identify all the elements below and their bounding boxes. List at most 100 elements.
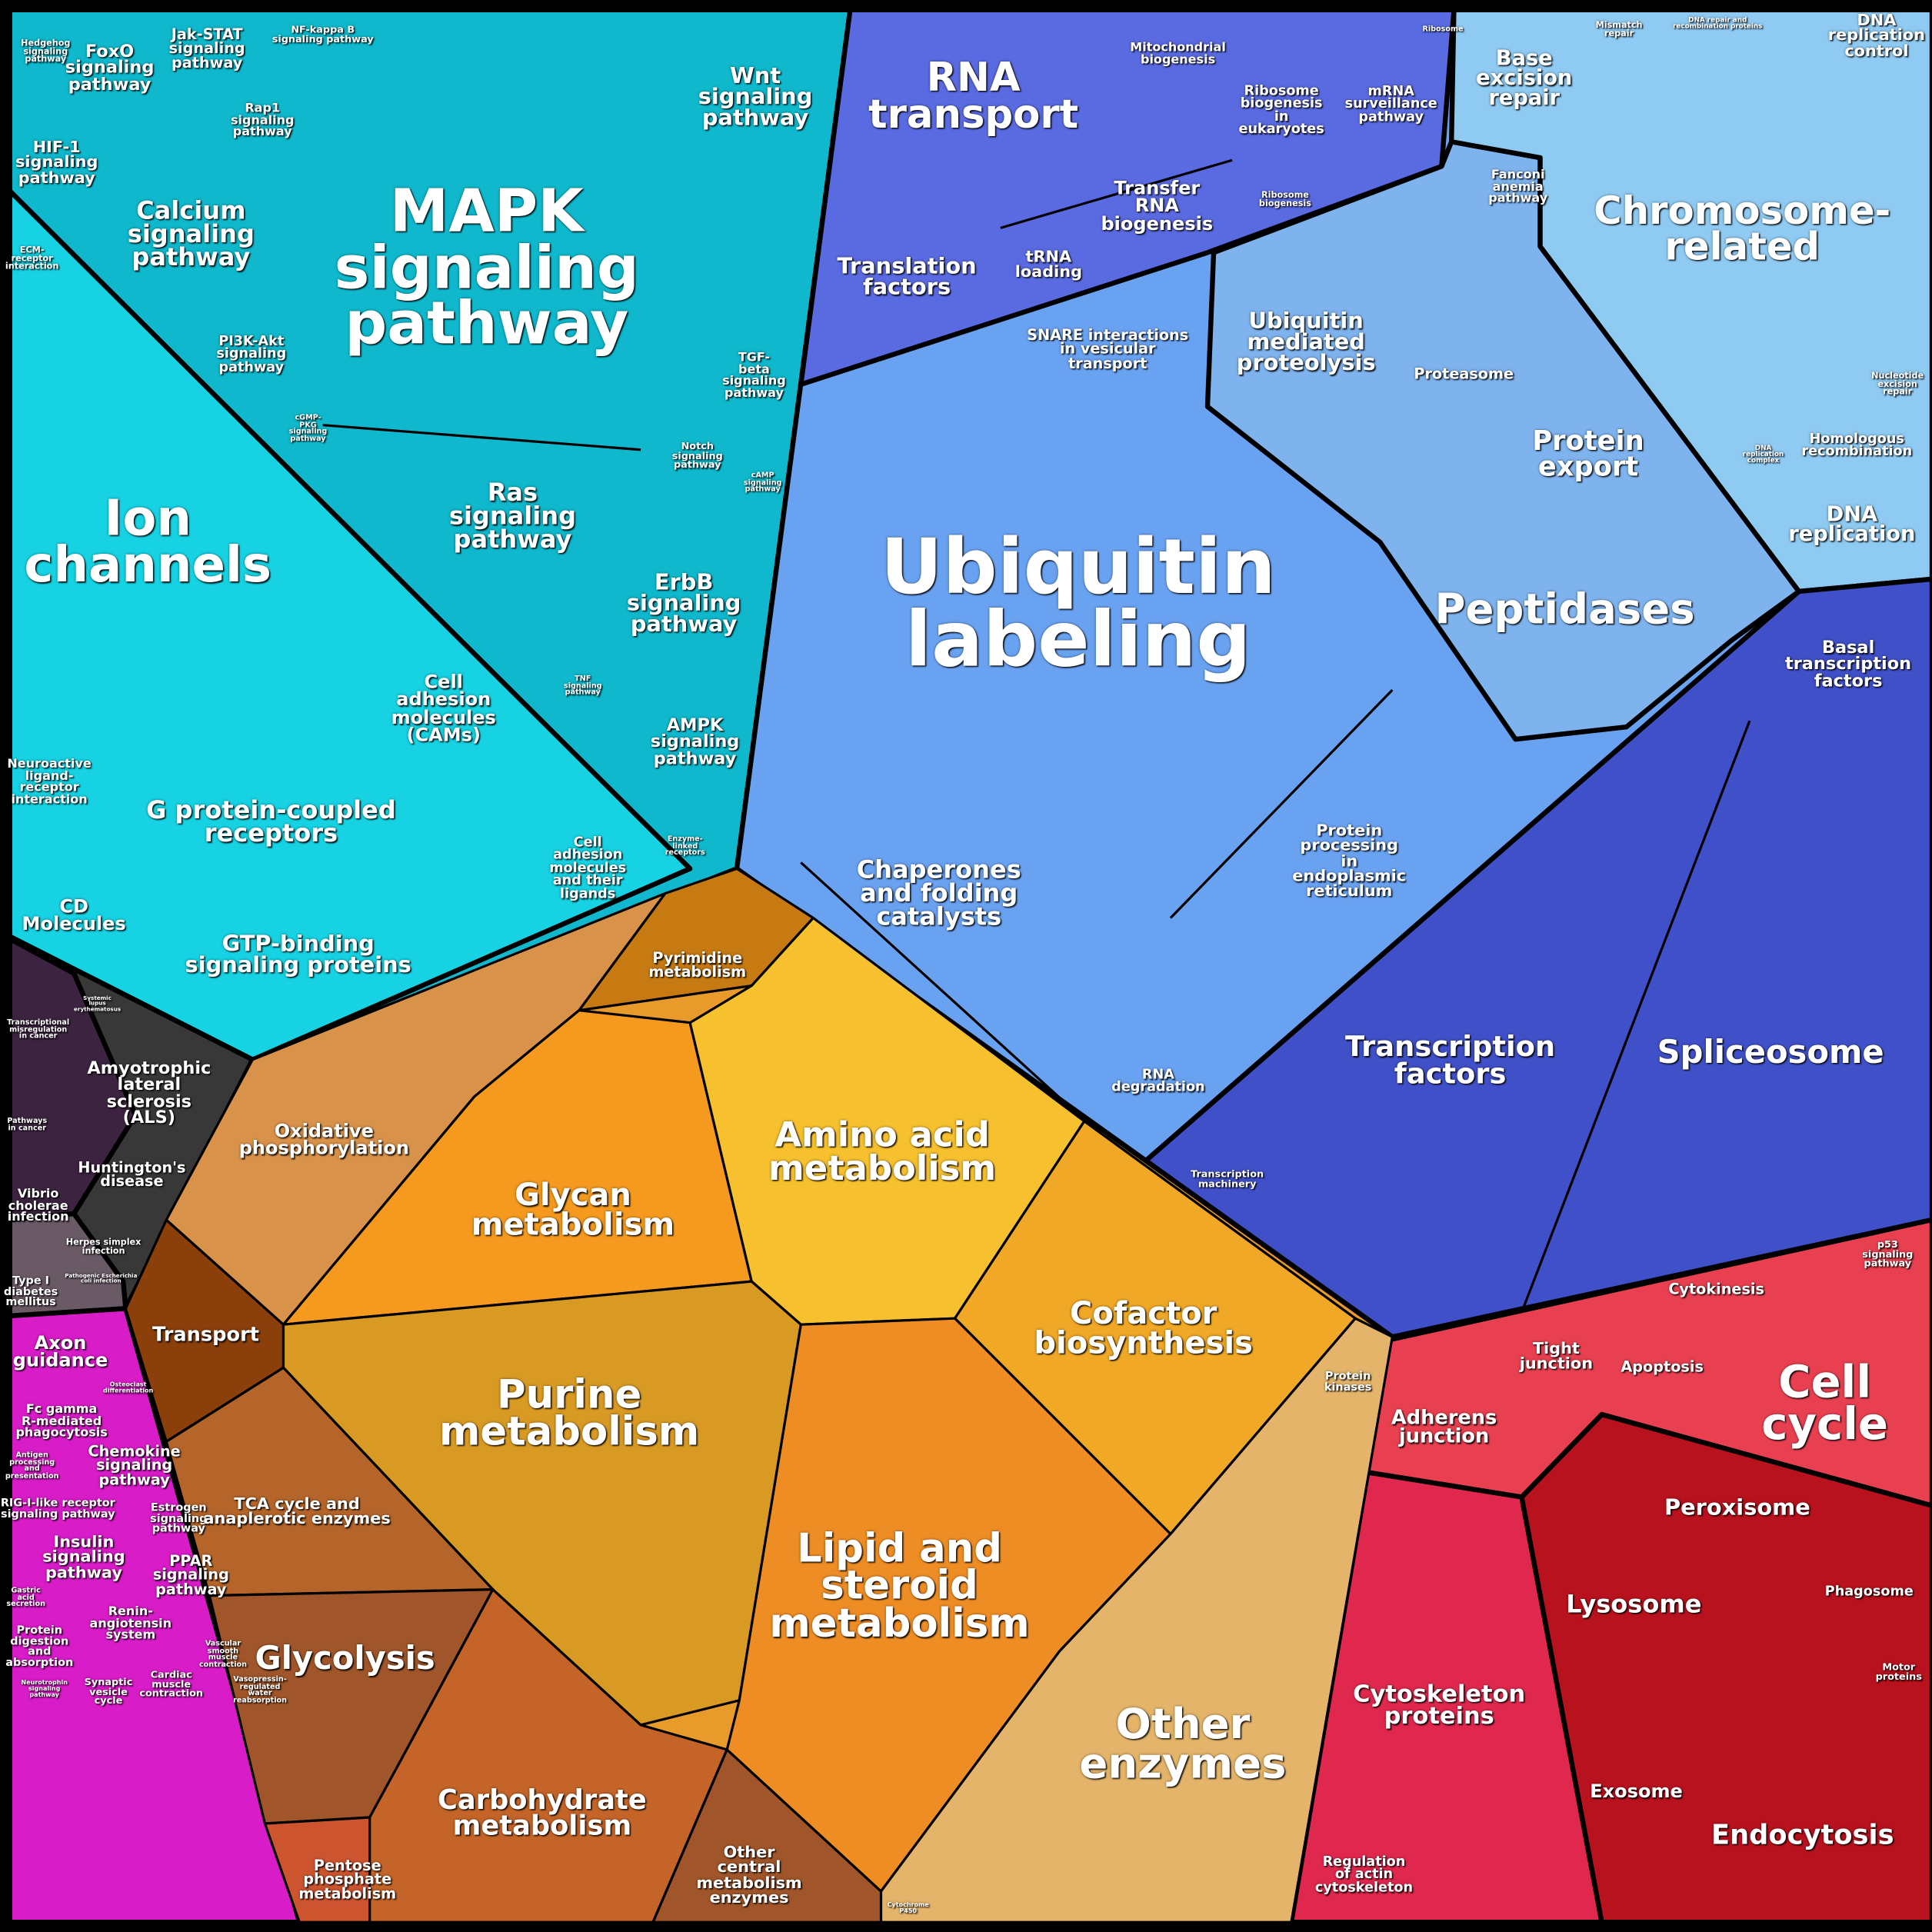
label-mapk: MAPK signaling pathway <box>334 177 639 358</box>
label-hedgehog: Hedgehog signaling pathway <box>21 38 71 65</box>
cell-carbohydrate <box>368 1588 728 1924</box>
label-nfkb: NF-kappa B signaling pathway <box>271 24 374 45</box>
label-vasopressin: Vasopressin- regulated water reabsorptio… <box>233 1675 287 1705</box>
label-other-enzymes: Other enzymes <box>1079 1700 1287 1790</box>
label-diabetes: Type I diabetes mellitus <box>3 1275 58 1309</box>
label-other-central: Other central metabolism enzymes <box>696 1844 802 1908</box>
cell-pentose <box>263 1816 371 1924</box>
label-antigen: Antigen processing and presentation <box>5 1451 59 1481</box>
label-chromosome: Chromosome- related <box>1594 189 1891 270</box>
label-amino-acid: Amino acid metabolism <box>768 1114 997 1188</box>
divider-rna <box>1000 158 1233 229</box>
label-rig: RIG-I-like receptor signaling pathway <box>0 1497 115 1521</box>
label-rna-degradation: RNA degradation <box>1111 1066 1205 1096</box>
label-peptidases: Peptidases <box>1434 585 1695 635</box>
label-hif1: HIF-1 signaling pathway <box>15 138 98 188</box>
label-peroxisome: Peroxisome <box>1664 1495 1810 1521</box>
label-cell-cycle: Cell cycle <box>1761 1357 1889 1451</box>
label-tca: TCA cycle and anaplerotic enzymes <box>203 1495 391 1530</box>
label-oxphos: Oxidative phosphorylation <box>238 1119 409 1160</box>
label-gtp: GTP-binding signaling proteins <box>185 931 411 979</box>
label-rap1: Rap1 signaling pathway <box>230 102 295 139</box>
label-insulin: Insulin signaling pathway <box>42 1533 125 1583</box>
label-pathways-cancer: Pathways in cancer <box>7 1116 48 1133</box>
label-phagosome: Phagosome <box>1824 1583 1914 1600</box>
label-endocytosis: Endocytosis <box>1710 1820 1894 1852</box>
label-ribosome: Ribosome <box>1422 25 1464 34</box>
region-chromosome <box>1448 7 1932 595</box>
label-ras: Ras signaling pathway <box>448 477 577 555</box>
label-ribo-euk: Ribosome biogenesis in eukaryotes <box>1238 82 1324 138</box>
label-cofactor: Cofactor biosynthesis <box>1034 1295 1253 1361</box>
label-exosome: Exosome <box>1590 1780 1683 1803</box>
label-protein-kinases: Protein kinases <box>1324 1371 1372 1394</box>
label-cytokinesis: Cytokinesis <box>1668 1281 1764 1298</box>
label-tgf: TGF- beta signaling pathway <box>722 351 786 400</box>
label-wnt: Wnt signaling pathway <box>698 63 813 132</box>
label-p53: p53 signaling pathway <box>1862 1239 1914 1269</box>
label-proteasome: Proteasome <box>1414 365 1514 383</box>
label-estrogen: Estrogen signaling pathway <box>150 1502 208 1536</box>
label-ribo-bio: Ribosome biogenesis <box>1258 190 1311 208</box>
label-synaptic: Synaptic vesicle cycle <box>84 1676 133 1707</box>
label-camp: cAMP signaling pathway <box>743 471 782 495</box>
label-trna-bio: Transfer RNA biogenesis <box>1101 177 1214 235</box>
label-cd: CD Molecules <box>22 895 126 935</box>
label-lipid: Lipid and steroid metabolism <box>769 1524 1030 1647</box>
label-adherens: Adherens junction <box>1391 1405 1497 1448</box>
label-erbb: ErbB signaling pathway <box>626 569 741 638</box>
divider-signaling <box>322 424 641 451</box>
label-calcium: Calcium signaling pathway <box>127 195 255 272</box>
label-ion-channels: Ion channels <box>24 490 272 595</box>
label-ppar: PPAR signaling pathway <box>152 1552 229 1598</box>
label-lupus: Systemic lupus erythematosus <box>74 996 122 1014</box>
label-dna-replication: DNA replication <box>1788 502 1916 548</box>
label-cytoskeleton: Cytoskeleton proteins <box>1353 1681 1526 1730</box>
label-cams: Cell adhesion molecules (CAMs) <box>391 671 496 746</box>
label-chemokine: Chemokine signaling pathway <box>88 1442 181 1488</box>
label-ubiquitin: Ubiquitin labeling <box>880 521 1276 685</box>
label-purine: Purine metabolism <box>439 1371 700 1456</box>
label-transcriptional: Transcriptional misregulation in cancer <box>7 1018 70 1041</box>
region-disease-cancer <box>7 936 138 1223</box>
label-ampk: AMPK signaling pathway <box>650 715 740 769</box>
label-huntington: Huntington's disease <box>78 1158 186 1191</box>
label-mito: Mitochondrial biogenesis <box>1130 41 1226 67</box>
label-base-excision: Base excision repair <box>1476 46 1573 112</box>
label-gpcr: G protein-coupled receptors <box>146 794 396 848</box>
label-transport: Transport <box>152 1322 260 1347</box>
label-homologous: Homologous recombination <box>1801 431 1913 460</box>
label-axon: Axon guidance <box>12 1331 108 1372</box>
label-protein-export: Protein export <box>1532 426 1644 483</box>
label-mismatch: Mismatch repair <box>1595 20 1643 38</box>
label-cyp450: Cytochrome P450 <box>887 1901 929 1915</box>
label-pi3k: PI3K-Akt signaling pathway <box>216 333 287 375</box>
label-notch: Notch signaling pathway <box>671 440 723 471</box>
label-apoptosis: Apoptosis <box>1621 1357 1704 1376</box>
label-renin: Renin- angiotensin system <box>89 1605 172 1643</box>
label-jak-stat: Jak-STAT signaling pathway <box>168 25 245 72</box>
label-osteoclast: Osteoclast differentiation <box>102 1381 154 1395</box>
label-pyrimidine: Pyrimidine metabolism <box>648 949 747 981</box>
label-glycan: Glycan metabolism <box>471 1177 675 1242</box>
label-enzyme-linked: Enzyme- linked receptors <box>665 834 705 858</box>
label-foxo: FoxO signaling pathway <box>65 42 155 95</box>
label-translation: Translation factors <box>837 253 977 301</box>
label-herpes: Herpes simplex infection <box>65 1237 142 1256</box>
label-glycolysis: Glycolysis <box>255 1641 435 1678</box>
label-fc-gamma: Fc gamma R-mediated phagocytosis <box>15 1403 108 1441</box>
label-spliceosome: Spliceosome <box>1657 1034 1884 1072</box>
label-gastric: Gastric acid secretion <box>6 1586 45 1610</box>
region-transcription <box>1143 576 1932 1340</box>
label-lysosome: Lysosome <box>1566 1588 1702 1619</box>
label-nucleotide-excision: Nucleotide excision repair <box>1871 371 1924 398</box>
label-neurotrophin: Neurotrophin signaling pathway <box>21 1679 68 1699</box>
label-vibrio: Vibrio cholerae infection <box>7 1187 69 1225</box>
cell-other-central <box>651 1748 883 1924</box>
divider-spliceosome <box>1521 720 1751 1313</box>
label-vascular: Vascular smooth muscle contraction <box>198 1639 247 1670</box>
label-protein-digestion: Protein digestion and absorption <box>5 1624 74 1670</box>
label-cell-adhesion-ligands: Cell adhesion molecules and their ligand… <box>549 834 627 902</box>
